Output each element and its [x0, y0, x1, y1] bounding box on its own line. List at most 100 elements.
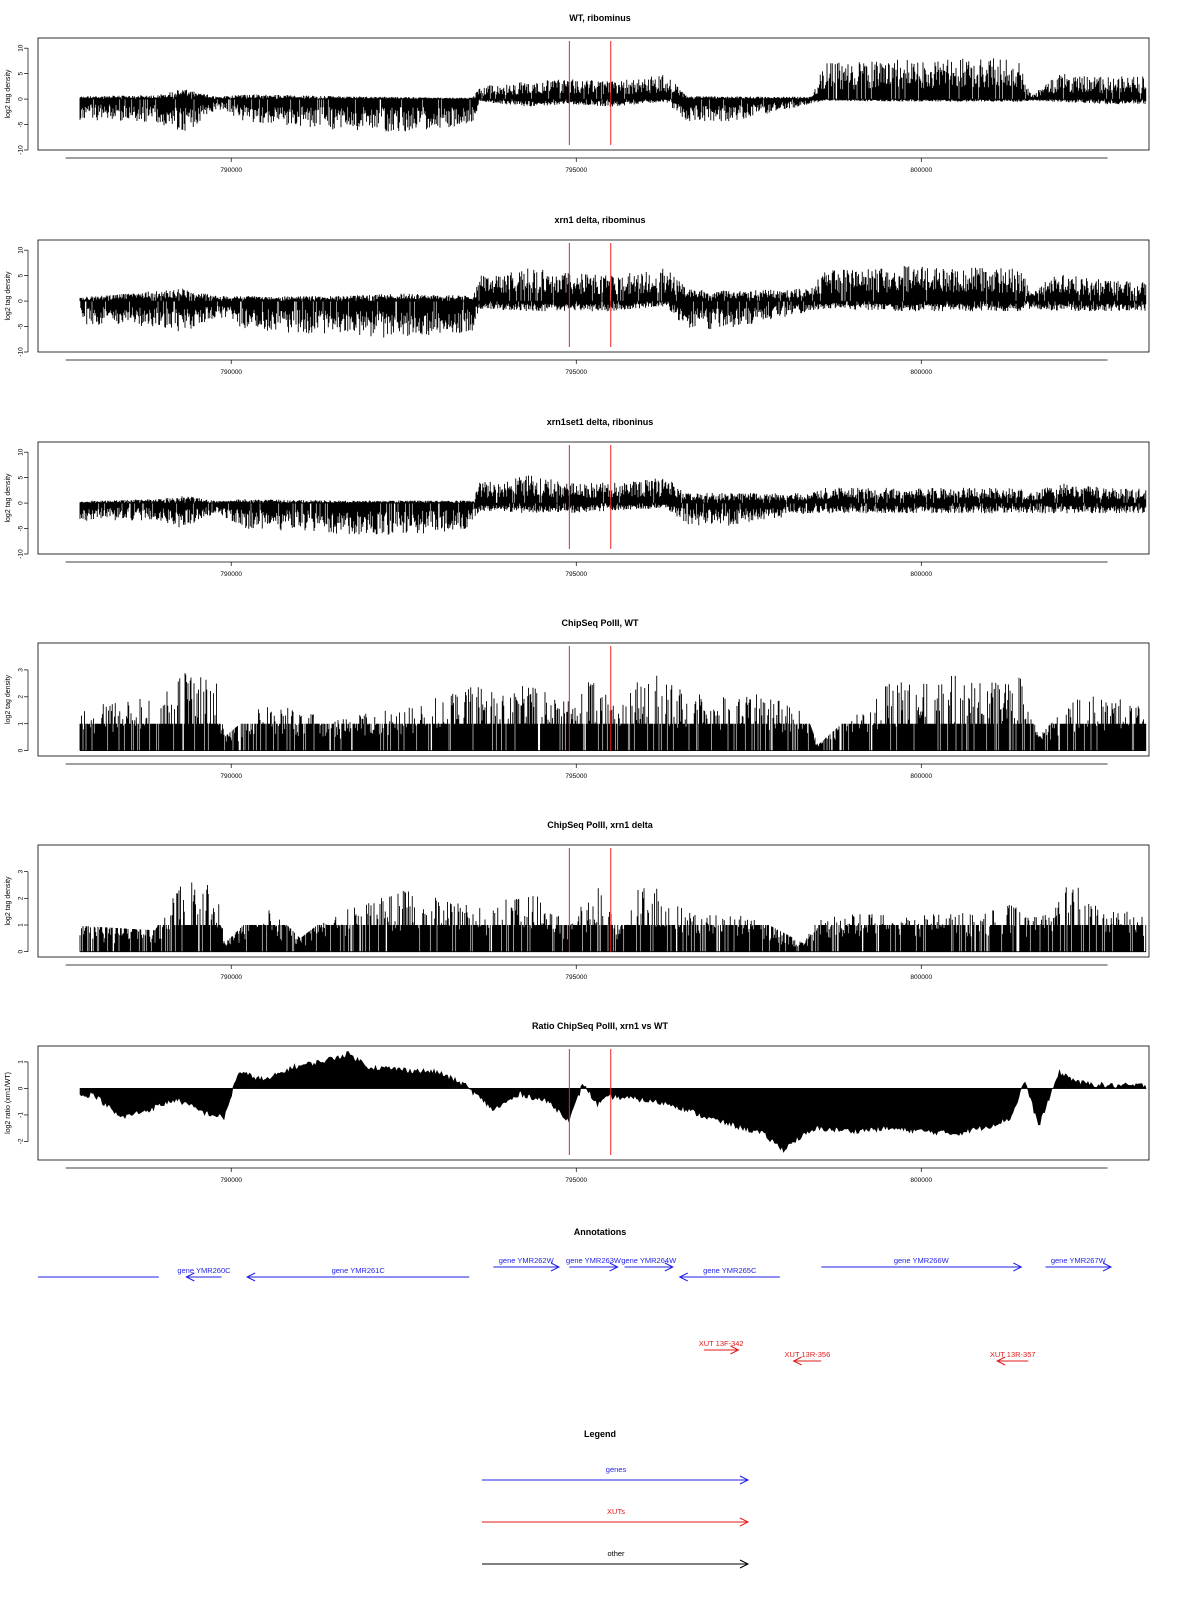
panel-5: ChipSeq PolII, xrn1 delta 0 1 2 3 log2 tag de… — [5, 820, 1150, 981]
gene-label: gene YMR261C — [332, 1266, 386, 1275]
arrowhead-right — [1102, 1262, 1113, 1272]
gene-annotation: gene YMR262W — [493, 1256, 561, 1272]
y-tick-label: 0 — [18, 97, 25, 101]
y-tick-label: -5 — [18, 121, 25, 127]
gene-label: gene YMR264W — [621, 1256, 677, 1265]
panel-title: xrn1 delta, ribominus — [554, 215, 645, 225]
x-tick-label: 795000 — [565, 167, 587, 174]
legend-title: Legend — [584, 1429, 616, 1439]
legend-label: other — [607, 1549, 625, 1558]
legend-panel: Legend genes XUTs other — [482, 1429, 750, 1569]
gene-annotation: gene YMR260C — [177, 1266, 231, 1282]
y-tick-label: 0 — [18, 748, 25, 752]
y-tick-label: -1 — [18, 1112, 25, 1118]
legend-item-xuts: XUTs — [482, 1507, 750, 1527]
panel-title: xrn1set1 delta, riboninus — [547, 417, 654, 427]
y-tick-label: 10 — [18, 246, 25, 254]
x-tick-label: 790000 — [220, 974, 242, 981]
gene-label: gene YMR267W — [1051, 1256, 1107, 1265]
annotations-title: Annotations — [574, 1227, 627, 1237]
arrowhead-right — [730, 1345, 740, 1355]
signal-bars — [79, 58, 1147, 132]
gene-label: gene YMR263W — [566, 1256, 622, 1265]
panel-4: ChipSeq PolII, WT 0 1 2 3 log2 tag density 790… — [5, 618, 1150, 780]
arrowhead-right — [739, 1475, 750, 1485]
y-tick-label: 1 — [18, 1060, 25, 1064]
x-tick-label: 790000 — [220, 369, 242, 376]
x-tick-label: 800000 — [910, 773, 932, 780]
y-tick-label: 3 — [18, 668, 25, 672]
signal-bars — [79, 882, 1147, 952]
x-tick-label: 795000 — [565, 974, 587, 981]
gene-annotation: gene YMR265C — [678, 1266, 780, 1282]
arrowhead-left — [245, 1272, 256, 1282]
legend-label: XUTs — [607, 1507, 625, 1516]
gene-annotation: gene YMR264W — [621, 1256, 677, 1272]
legend-item-other: other — [482, 1549, 750, 1569]
gene-label: gene YMR266W — [894, 1256, 950, 1265]
panel-2: xrn1 delta, ribominus -10 -5 0 5 10 log2 tag d… — [5, 215, 1150, 376]
gene-label: gene YMR260C — [177, 1266, 231, 1275]
x-tick-label: 800000 — [910, 571, 932, 578]
plot-frame — [37, 844, 1150, 958]
legend-label: genes — [606, 1465, 627, 1474]
arrowhead-right — [550, 1262, 561, 1272]
arrowhead-right — [1013, 1262, 1023, 1272]
x-tick-label: 795000 — [565, 1177, 587, 1184]
arrowhead-left — [792, 1356, 802, 1366]
y-tick-label: -10 — [18, 145, 25, 155]
y-tick-label: 5 — [18, 475, 25, 479]
panel-6: Ratio ChipSeq PolII, xrn1 vs WT -2 -1 0 1 log… — [5, 1021, 1150, 1184]
xut-label: XUT 13F-342 — [699, 1339, 744, 1348]
x-tick-label: 795000 — [565, 571, 587, 578]
y-axis-label: log2 tag density — [5, 473, 12, 523]
arrowhead-right — [739, 1559, 750, 1569]
signal-bars — [79, 673, 1147, 751]
y-tick-label: -5 — [18, 323, 25, 329]
annotations-panel: Annotations gene YMR260C gene YMR261C gene … — [38, 1227, 1113, 1366]
y-tick-label: 0 — [18, 1086, 25, 1090]
x-tick-label: 800000 — [910, 369, 932, 376]
arrowhead-right — [664, 1262, 674, 1272]
y-tick-label: 0 — [18, 299, 25, 303]
y-tick-label: -10 — [18, 347, 25, 357]
y-tick-label: 3 — [18, 869, 25, 873]
panel-title: WT, ribominus — [569, 13, 631, 23]
x-tick-label: 790000 — [220, 167, 242, 174]
arrowhead-left — [678, 1272, 688, 1282]
plot-frame — [37, 441, 1150, 555]
x-tick-label: 790000 — [220, 571, 242, 578]
gene-annotation: gene YMR261C — [245, 1266, 470, 1282]
y-tick-label: 10 — [18, 448, 25, 456]
signal-bars — [79, 266, 1147, 338]
xut-annotation: XUT 13F-342 — [699, 1339, 744, 1355]
xut-annotation: XUT 13R-356 — [785, 1350, 831, 1366]
y-tick-label: -5 — [18, 525, 25, 531]
x-tick-label: 800000 — [910, 167, 932, 174]
y-tick-label: 0 — [18, 501, 25, 505]
x-tick-label: 795000 — [565, 369, 587, 376]
arrowhead-left — [996, 1356, 1006, 1366]
gene-annotation: gene YMR267W — [1045, 1256, 1113, 1272]
panel-1: WT, ribominus -10 -5 0 5 10 log2 tag density 79… — [5, 13, 1150, 174]
y-tick-label: -2 — [18, 1138, 25, 1144]
y-tick-label: 1 — [18, 722, 25, 726]
xut-annotation: XUT 13R-357 — [990, 1350, 1036, 1366]
y-axis-label: log2 tag density — [5, 876, 12, 926]
panel-title: ChipSeq PolII, xrn1 delta — [547, 820, 654, 830]
panel-title: Ratio ChipSeq PolII, xrn1 vs WT — [532, 1021, 669, 1031]
y-tick-label: 2 — [18, 896, 25, 900]
plot-frame — [37, 1045, 1150, 1161]
y-axis-label: log2 ratio (xrn1/WT) — [5, 1072, 12, 1134]
x-tick-label: 790000 — [220, 1177, 242, 1184]
y-tick-label: 1 — [18, 923, 25, 927]
y-tick-label: -10 — [18, 549, 25, 559]
gene-annotation: gene YMR266W — [821, 1256, 1023, 1272]
arrowhead-left — [185, 1272, 195, 1282]
xut-label: XUT 13R-356 — [785, 1350, 831, 1359]
y-axis-label: log2 tag density — [5, 674, 12, 724]
ratio-area — [79, 1051, 1147, 1153]
y-tick-label: 10 — [18, 44, 25, 52]
panel-3: xrn1set1 delta, riboninus -10 -5 0 5 10 log2 t… — [5, 417, 1150, 578]
